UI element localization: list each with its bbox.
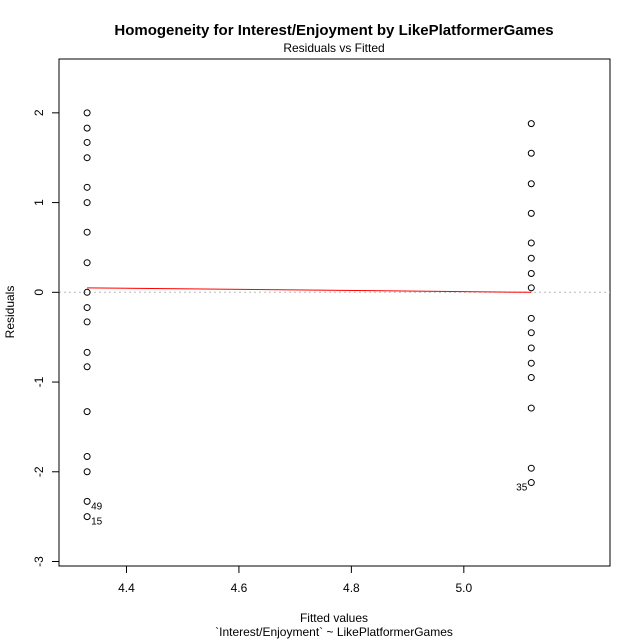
y-tick-label: 2 [32,109,46,116]
point-label: 15 [91,517,103,528]
data-point [83,408,91,416]
data-point [83,109,91,117]
data-point [83,124,91,132]
data-point [527,479,535,487]
data-point [527,344,535,352]
y-tick-label: -1 [32,376,46,387]
data-point [527,374,535,382]
chart-subtitle: Residuals vs Fitted [283,41,384,55]
chart-title: Homogeneity for Interest/Enjoyment by Li… [114,22,553,39]
data-point [527,254,535,262]
x-axis: 4.4 4.6 4.8 5.0 [118,565,472,595]
data-point [83,154,91,162]
y-tick-label: 1 [32,199,46,206]
data-point [527,269,535,277]
y-axis-label: Residuals [3,286,17,339]
data-point [527,359,535,367]
y-tick-label: -2 [32,466,46,477]
x-axis-label: Fitted values [300,611,368,625]
data-point [83,259,91,267]
data-point [83,228,91,236]
y-tick-label: -3 [32,556,46,567]
data-point [527,464,535,472]
data-point [83,138,91,146]
data-point [83,497,91,505]
data-point [527,209,535,217]
plot-frame [58,58,611,567]
x-tick-label: 4.8 [343,581,360,595]
x-tick-label: 4.6 [231,581,248,595]
x-tick-label: 4.4 [118,581,135,595]
data-point [83,318,91,326]
smoother-line [87,287,532,293]
data-point [527,314,535,322]
data-point [83,183,91,191]
data-point [527,149,535,157]
data-point [83,453,91,461]
point-label: 35 [516,483,528,494]
x-tick-label: 5.0 [455,581,472,595]
data-point [527,180,535,188]
y-axis: -3 -2 -1 0 1 2 [32,109,60,567]
data-point [83,304,91,312]
data-point [83,288,91,296]
x-axis-formula: `Interest/Enjoyment` ~ LikePlatformerGam… [215,625,453,639]
data-point [527,239,535,247]
data-point [83,363,91,371]
point-label: 49 [91,501,103,512]
data-point [83,348,91,356]
data-points: 49 15 35 [83,109,535,528]
data-point [527,329,535,337]
data-point [527,404,535,412]
data-point [527,284,535,292]
y-tick-label: 0 [32,289,46,296]
data-point [527,120,535,128]
data-point [83,199,91,207]
data-point [83,468,91,476]
data-point [83,513,91,521]
